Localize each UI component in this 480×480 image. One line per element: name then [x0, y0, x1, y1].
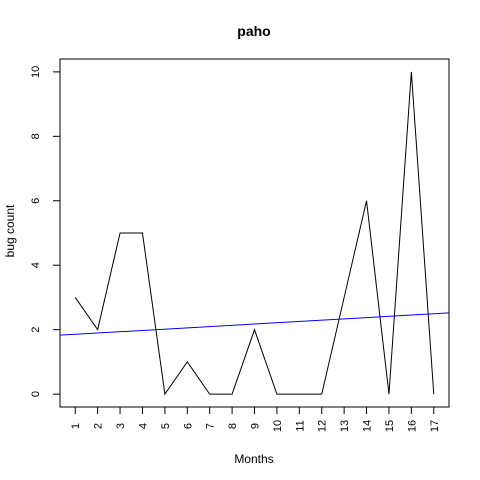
x-tick-label: 5	[160, 423, 172, 429]
x-tick-label: 2	[93, 423, 105, 429]
x-tick-label: 3	[115, 423, 127, 429]
y-tick-label: 8	[30, 133, 42, 139]
x-tick-label: 1	[70, 423, 82, 429]
x-tick-label: 16	[406, 420, 418, 432]
trend-line	[59, 312, 450, 336]
x-tick-label: 14	[362, 420, 374, 432]
x-tick-label: 15	[384, 420, 396, 432]
x-tick-label: 8	[227, 423, 239, 429]
x-tick-label: 10	[272, 420, 284, 432]
y-tick-label: 2	[30, 327, 42, 333]
x-tick-label: 4	[137, 423, 149, 429]
x-tick-label: 6	[182, 423, 194, 429]
y-tick-label: 6	[30, 198, 42, 204]
y-tick-label: 10	[30, 66, 42, 78]
x-tick-label: 12	[317, 420, 329, 432]
x-axis-label: Months	[234, 452, 273, 466]
x-tick-label: 17	[429, 420, 441, 432]
y-tick-label: 4	[30, 262, 42, 268]
y-axis-label: bug count	[3, 204, 17, 257]
x-tick-label: 9	[250, 423, 262, 429]
chart-title: paho	[237, 23, 270, 39]
x-tick-label: 13	[339, 420, 351, 432]
y-tick-label: 0	[30, 391, 42, 397]
x-tick-label: 11	[294, 420, 306, 431]
x-tick-label: 7	[205, 423, 217, 429]
